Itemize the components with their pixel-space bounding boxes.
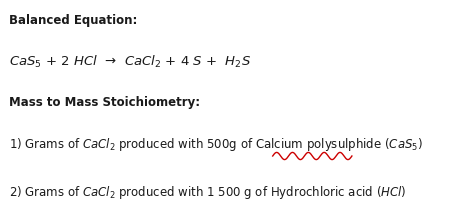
- Text: $\mathit{CaS_5}$ + 2 $\mathit{HCl}$  →  $\mathit{CaCl_2}$ + 4 $\mathit{S}$ +  $\: $\mathit{CaS_5}$ + 2 $\mathit{HCl}$ → $\…: [9, 54, 251, 70]
- Text: 1) Grams of $\mathit{CaCl_2}$ produced with 500g of Calcium polysulphide ($\math: 1) Grams of $\mathit{CaCl_2}$ produced w…: [9, 136, 423, 153]
- Text: Balanced Equation:: Balanced Equation:: [9, 14, 137, 27]
- Text: Mass to Mass Stoichiometry:: Mass to Mass Stoichiometry:: [9, 96, 200, 109]
- Text: 2) Grams of $\mathit{CaCl_2}$ produced with 1 500 g of Hydrochloric acid ($\math: 2) Grams of $\mathit{CaCl_2}$ produced w…: [9, 184, 407, 200]
